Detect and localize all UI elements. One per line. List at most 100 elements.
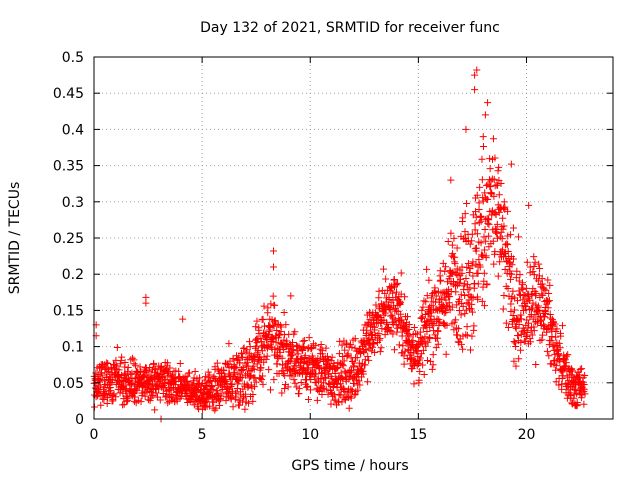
data-point — [538, 280, 546, 288]
data-point — [345, 404, 353, 412]
data-point — [117, 357, 125, 365]
data-point — [229, 355, 237, 363]
data-point — [305, 334, 313, 342]
data-point — [375, 330, 383, 338]
data-point — [504, 324, 512, 332]
data-point — [267, 300, 275, 308]
data-point — [475, 219, 483, 227]
data-point — [124, 363, 132, 371]
data-point — [354, 386, 362, 394]
data-point — [232, 389, 240, 397]
data-point — [371, 348, 379, 356]
data-point — [120, 371, 128, 379]
data-point — [289, 339, 297, 347]
data-point — [308, 343, 316, 351]
data-point — [375, 287, 383, 295]
data-point — [521, 302, 529, 310]
data-point — [405, 333, 413, 341]
data-point — [269, 247, 277, 255]
data-point — [299, 365, 307, 373]
data-point — [269, 263, 277, 271]
data-point — [484, 195, 492, 203]
data-point — [514, 297, 522, 305]
data-point — [448, 303, 456, 311]
data-point — [191, 385, 199, 393]
data-point — [464, 259, 472, 267]
data-point — [452, 270, 460, 278]
data-point — [295, 385, 303, 393]
data-point — [304, 364, 312, 372]
data-point — [402, 322, 410, 330]
data-point — [245, 338, 253, 346]
data-point — [512, 362, 520, 370]
data-point — [474, 295, 482, 303]
data-point — [195, 405, 203, 413]
data-point — [522, 333, 530, 341]
data-point — [196, 374, 204, 382]
data-point — [429, 351, 437, 359]
data-point — [462, 306, 470, 314]
data-point — [423, 292, 431, 300]
data-point — [151, 406, 159, 414]
data-point — [457, 291, 465, 299]
data-point — [457, 275, 465, 283]
data-point — [176, 394, 184, 402]
data-point — [471, 86, 479, 94]
data-point — [485, 220, 493, 228]
data-point — [512, 323, 520, 331]
data-point — [392, 288, 400, 296]
data-point — [486, 165, 494, 173]
data-point — [317, 375, 325, 383]
data-point — [506, 231, 514, 239]
data-point — [260, 302, 268, 310]
data-point — [347, 394, 355, 402]
data-point — [469, 272, 477, 280]
data-point — [515, 320, 523, 328]
data-point — [453, 301, 461, 309]
data-point — [526, 305, 534, 313]
data-point — [353, 354, 361, 362]
data-point — [515, 233, 523, 241]
data-point — [428, 321, 436, 329]
data-point — [348, 343, 356, 351]
data-point — [166, 364, 174, 372]
data-point — [542, 309, 550, 317]
data-point — [418, 314, 426, 322]
data-point — [437, 276, 445, 284]
data-point — [145, 367, 153, 375]
data-point — [509, 311, 517, 319]
data-point — [422, 322, 430, 330]
data-point — [304, 396, 312, 404]
data-point — [451, 253, 459, 261]
data-point — [252, 323, 260, 331]
data-point — [255, 330, 263, 338]
data-point — [98, 372, 106, 380]
data-point — [423, 357, 431, 365]
data-point — [427, 309, 435, 317]
data-point — [539, 291, 547, 299]
data-point — [348, 358, 356, 366]
data-point — [490, 192, 498, 200]
data-point — [530, 271, 538, 279]
data-point — [413, 347, 421, 355]
data-point — [461, 310, 469, 318]
data-point — [246, 343, 254, 351]
data-point — [576, 365, 584, 373]
data-point — [437, 295, 445, 303]
data-point — [376, 348, 384, 356]
data-point — [429, 361, 437, 369]
data-point — [390, 346, 398, 354]
data-point — [118, 353, 126, 361]
data-point — [234, 354, 242, 362]
data-point — [243, 359, 251, 367]
data-point — [347, 368, 355, 376]
data-point — [473, 230, 481, 238]
data-point — [506, 275, 514, 283]
data-point — [476, 183, 484, 191]
data-point — [532, 361, 540, 369]
data-point — [347, 385, 355, 393]
x-tick-label: 0 — [90, 427, 99, 443]
data-point — [517, 311, 525, 319]
data-point — [543, 325, 551, 333]
